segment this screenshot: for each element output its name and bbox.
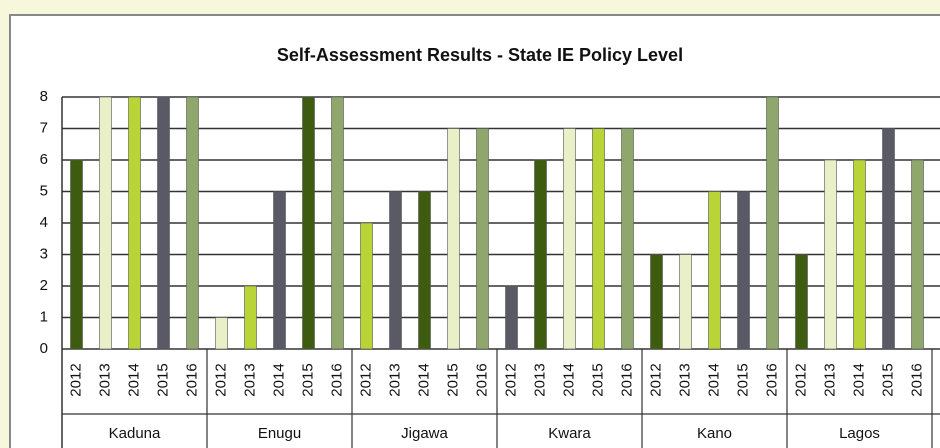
x-tick-label: 2015: [444, 363, 461, 396]
x-tick-label: 2016: [473, 363, 490, 396]
x-tick-label: 2012: [357, 363, 374, 396]
bar: [505, 285, 518, 350]
y-tick-label: 0: [40, 340, 48, 357]
group-label: Kaduna: [109, 425, 161, 442]
y-tick-label: 7: [40, 119, 48, 136]
bar: [650, 254, 663, 350]
x-tick-label: 2013: [96, 363, 113, 396]
group-label: Lagos: [839, 425, 880, 442]
bar: [389, 191, 402, 350]
bar: [99, 96, 112, 350]
group-label: Jigawa: [401, 425, 448, 442]
group-label: Enugu: [258, 425, 301, 442]
x-tick-label: 2012: [647, 363, 664, 396]
x-tick-label: 2014: [415, 363, 432, 396]
y-tick-label: 4: [40, 214, 48, 231]
x-tick-label: 2013: [821, 363, 838, 396]
bar: [795, 254, 808, 350]
x-tick-label: 2014: [125, 363, 142, 396]
y-tick-label: 8: [40, 88, 48, 105]
bar: [302, 96, 315, 350]
bar: [592, 128, 605, 350]
bar: [331, 96, 344, 350]
bar: [128, 96, 141, 350]
bar: [621, 128, 634, 350]
bar: [215, 317, 228, 350]
x-tick-label: 2014: [705, 363, 722, 396]
group-label: Kwara: [548, 425, 591, 442]
x-tick-label: 2016: [618, 363, 635, 396]
bar: [186, 96, 199, 350]
bar: [766, 96, 779, 350]
x-tick-label: 2012: [792, 363, 809, 396]
group-label: Kano: [697, 425, 732, 442]
y-tick-label: 3: [40, 245, 48, 262]
x-tick-label: 2012: [212, 363, 229, 396]
x-tick-label: 2014: [850, 363, 867, 396]
bar: [534, 159, 547, 350]
bar: [70, 159, 83, 350]
bar: [273, 191, 286, 350]
bar: [882, 128, 895, 350]
x-tick-label: 2016: [763, 363, 780, 396]
x-tick-label: 2015: [299, 363, 316, 396]
bar: [418, 191, 431, 350]
x-tick-label: 2013: [241, 363, 258, 396]
bar: [737, 191, 750, 350]
x-tick-label: 2015: [879, 363, 896, 396]
x-tick-label: 2015: [589, 363, 606, 396]
bar: [360, 222, 373, 350]
bar: [708, 191, 721, 350]
bar: [679, 254, 692, 350]
x-tick-label: 2012: [502, 363, 519, 396]
y-tick-label: 1: [40, 308, 48, 325]
x-tick-label: 2016: [908, 363, 925, 396]
x-tick-label: 2014: [270, 363, 287, 396]
x-tick-label: 2013: [676, 363, 693, 396]
x-tick-label: 2016: [328, 363, 345, 396]
chart-title: Self-Assessment Results - State IE Polic…: [277, 45, 683, 65]
bar: [157, 96, 170, 350]
x-tick-label: 2015: [734, 363, 751, 396]
bar: [563, 128, 576, 350]
x-tick-label: 2013: [386, 363, 403, 396]
x-tick-label: 2015: [154, 363, 171, 396]
y-tick-label: 6: [40, 151, 48, 168]
y-tick-label: 5: [40, 182, 48, 199]
x-tick-label: 2014: [560, 363, 577, 396]
bar: [447, 128, 460, 350]
y-tick-label: 2: [40, 277, 48, 294]
bar: [476, 128, 489, 350]
bar: [244, 285, 257, 350]
x-tick-label: 2016: [183, 363, 200, 396]
x-tick-label: 2012: [67, 363, 84, 396]
bar: [911, 159, 924, 350]
bar: [853, 159, 866, 350]
bar: [824, 159, 837, 350]
x-tick-label: 2013: [531, 363, 548, 396]
